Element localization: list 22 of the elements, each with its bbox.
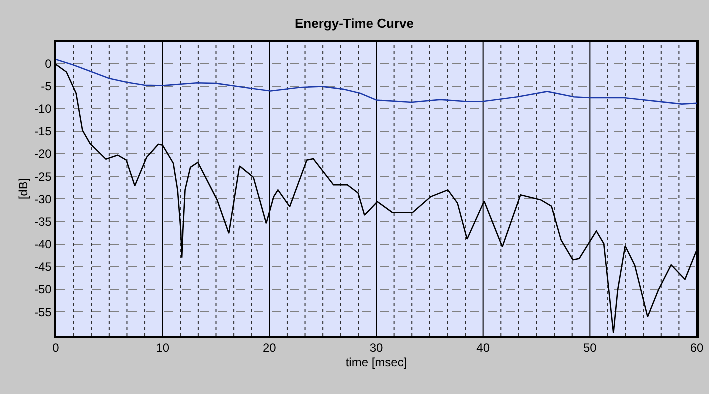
x-tick-label: 50 xyxy=(583,341,598,356)
y-tick-label: -10 xyxy=(34,102,52,116)
chart-title: Energy-Time Curve xyxy=(295,16,414,32)
y-tick-label: -35 xyxy=(34,214,52,229)
x-tick-label: 10 xyxy=(156,341,170,356)
y-tick-label: -25 xyxy=(34,170,52,184)
y-tick-label: -55 xyxy=(34,305,52,320)
y-axis-title: [dB] xyxy=(16,178,30,200)
y-tick-label: -15 xyxy=(34,124,52,139)
x-tick-label: 40 xyxy=(476,341,490,356)
y-tick-label: -40 xyxy=(34,238,52,252)
line-series xyxy=(56,58,697,105)
y-tick-label: -50 xyxy=(34,282,52,297)
y-tick-label: 0 xyxy=(45,56,52,71)
x-tick-label: 20 xyxy=(262,341,277,356)
y-tick-label: -20 xyxy=(34,147,52,162)
x-axis-title: time [msec] xyxy=(346,356,408,370)
y-tick-label: -5 xyxy=(41,79,52,94)
y-tick-label: -45 xyxy=(34,260,52,274)
x-tick-label: 30 xyxy=(370,341,384,356)
y-tick-label: -30 xyxy=(34,192,52,206)
x-tick-label: 60 xyxy=(690,341,704,356)
